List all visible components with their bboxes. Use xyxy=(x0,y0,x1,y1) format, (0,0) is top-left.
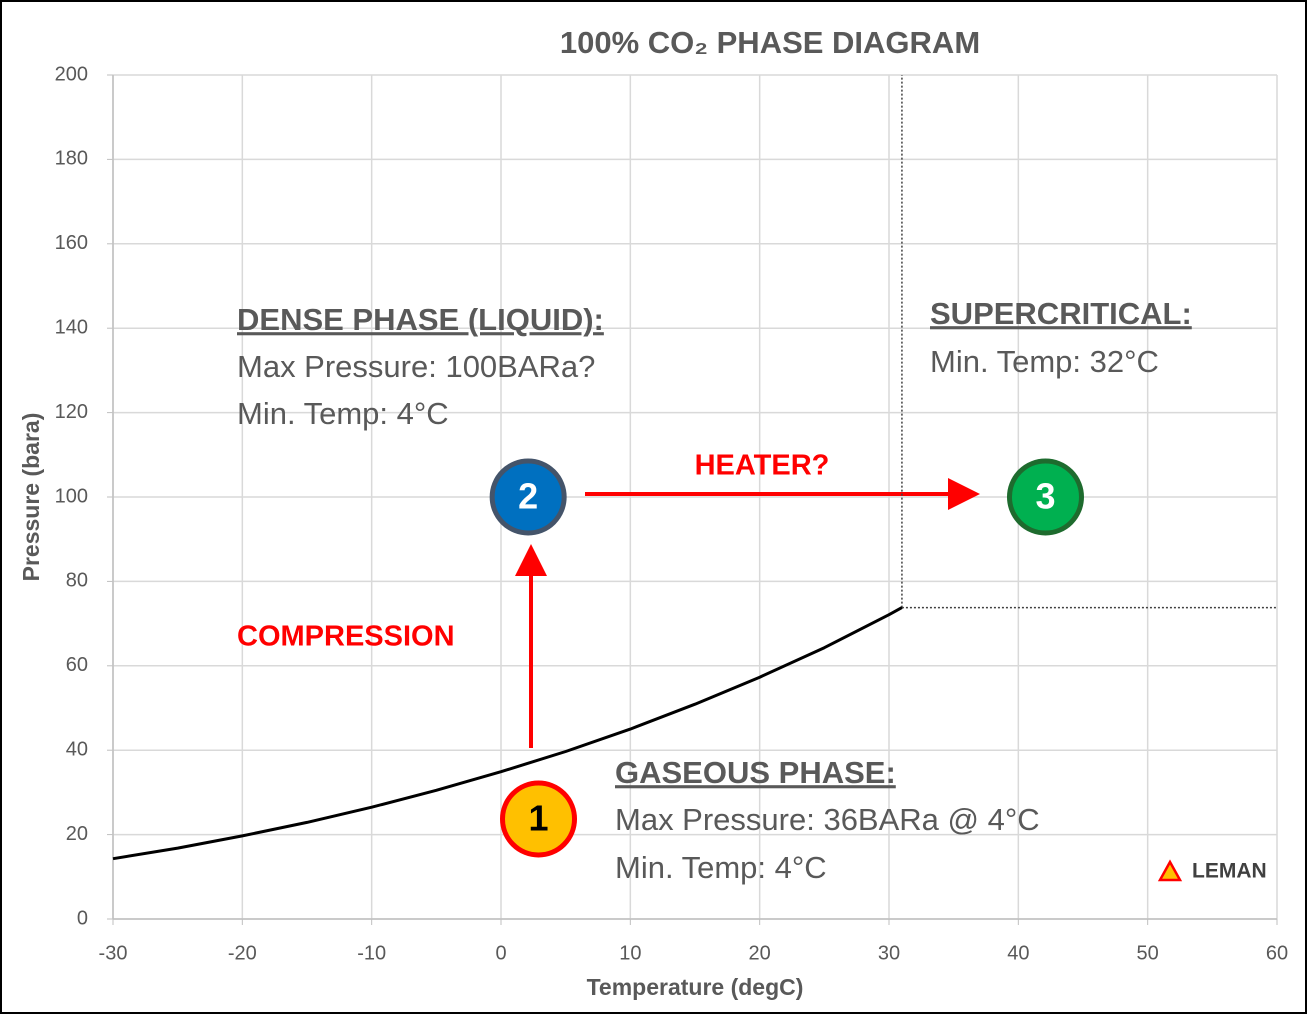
x-axis-label: Temperature (degC) xyxy=(587,974,804,1000)
annotation-compression: COMPRESSION xyxy=(237,621,455,653)
y-tick-label: 140 xyxy=(55,316,88,338)
x-tick-label: 20 xyxy=(749,942,771,964)
point xyxy=(489,458,567,536)
point xyxy=(1006,458,1084,536)
annotation-text: Min. Temp: 4°C xyxy=(615,850,827,885)
annotation-heading: DENSE PHASE (LIQUID): xyxy=(237,302,604,337)
y-tick-label: 100 xyxy=(55,485,88,507)
x-tick-label: -20 xyxy=(228,942,257,964)
annotation-heater: HEATER? xyxy=(695,450,830,482)
y-tick-label: 0 xyxy=(77,907,88,929)
x-tick-label: 60 xyxy=(1266,942,1288,964)
x-tick-label: 50 xyxy=(1137,942,1159,964)
y-tick-label: 160 xyxy=(55,232,88,254)
x-tick-label: -30 xyxy=(99,942,128,964)
annotation-heading: SUPERCRITICAL: xyxy=(930,296,1192,331)
annotation-text: Max Pressure: 100BARa? xyxy=(237,349,595,384)
y-tick-label: 80 xyxy=(66,570,88,592)
x-tick-label: 0 xyxy=(495,942,506,964)
marks: 1 2 3 xyxy=(112,75,1277,861)
y-tick-label: 200 xyxy=(55,63,88,85)
curve xyxy=(112,606,903,861)
y-tick-label: 60 xyxy=(66,654,88,676)
chart-title: 100% CO₂ PHASE DIAGRAM xyxy=(560,25,980,60)
y-axis-label: Pressure (bara) xyxy=(18,413,44,582)
annotation-text: Min. Temp: 4°C xyxy=(237,396,449,431)
x-tick-label: 30 xyxy=(878,942,900,964)
x-tick-label: 10 xyxy=(619,942,641,964)
annotation-heading: GASEOUS PHASE: xyxy=(615,755,896,790)
point-label: 3 xyxy=(1035,476,1055,517)
y-tick-label: 180 xyxy=(55,148,88,170)
y-tick-label: 20 xyxy=(66,823,88,845)
y-tick-label: 120 xyxy=(55,401,88,423)
x-tick-label: -10 xyxy=(357,942,386,964)
x-tick-label: 40 xyxy=(1007,942,1029,964)
logo: LEMAN xyxy=(1192,860,1267,883)
annotation-text: Min. Temp: 32°C xyxy=(930,344,1159,379)
y-tick-label: 40 xyxy=(66,738,88,760)
point-label: 1 xyxy=(528,798,548,839)
logo-icon xyxy=(1157,859,1183,882)
point xyxy=(500,780,578,858)
annotation-text: Max Pressure: 36BARa @ 4°C xyxy=(615,802,1040,837)
point-label: 2 xyxy=(518,476,538,517)
